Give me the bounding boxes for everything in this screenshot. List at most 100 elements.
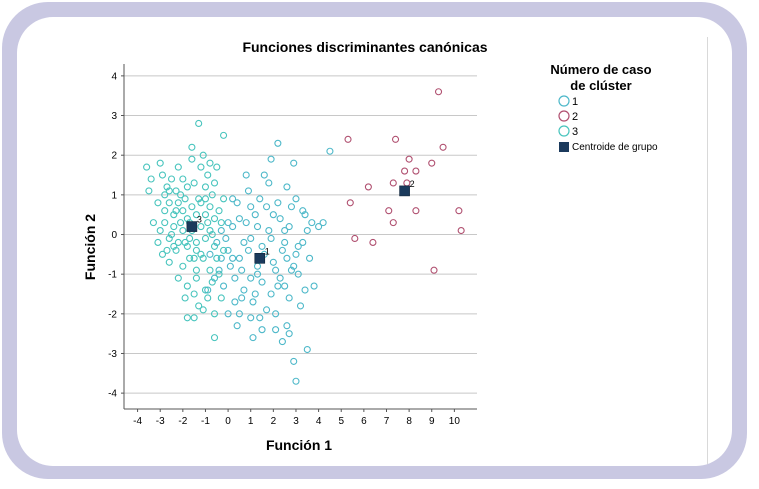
data-point [190, 290, 198, 298]
data-point [206, 227, 214, 235]
data-point [267, 234, 275, 243]
data-point [240, 238, 248, 246]
data-point [208, 230, 216, 239]
data-point [412, 207, 420, 215]
data-point [170, 223, 178, 231]
data-point [222, 234, 230, 243]
x-tick-label: -1 [201, 416, 210, 427]
data-point [213, 163, 221, 171]
x-tick-label: -2 [178, 416, 187, 427]
data-point [201, 234, 210, 243]
data-point [181, 238, 189, 246]
data-point [201, 211, 210, 219]
data-point [174, 163, 182, 171]
y-tick-label: -3 [108, 349, 117, 360]
data-point [190, 179, 198, 187]
series-1 [204, 139, 334, 385]
data-point [281, 282, 289, 290]
data-point [265, 227, 273, 235]
y-tick-label: 4 [111, 71, 117, 82]
legend-circle-icon [558, 110, 570, 122]
data-point [229, 254, 237, 262]
data-point [174, 199, 182, 207]
legend-label: 3 [572, 126, 578, 138]
data-point [165, 199, 173, 207]
data-point [256, 195, 264, 203]
data-point [258, 326, 266, 334]
data-point [179, 227, 187, 235]
data-point [231, 274, 239, 282]
data-point [192, 266, 200, 274]
data-point [235, 254, 243, 262]
data-point [231, 298, 239, 306]
data-point [186, 234, 194, 243]
data-point [278, 246, 286, 254]
data-point [215, 270, 223, 278]
legend-title-line-2: de clúster [570, 78, 631, 93]
y-tick-label: 0 [111, 230, 117, 241]
x-tick-label: 7 [384, 416, 390, 427]
data-point [147, 175, 155, 183]
x-tick-label: 4 [316, 416, 322, 427]
data-point [290, 262, 298, 270]
y-tick-label: 2 [111, 151, 117, 162]
data-point [197, 163, 205, 171]
legend-label: Centroide de grupo [572, 142, 658, 153]
data-point [192, 246, 200, 254]
legend-entry: 2 [558, 110, 578, 123]
data-point [208, 191, 216, 199]
data-point [163, 183, 171, 191]
data-point [190, 254, 198, 262]
data-point [319, 219, 327, 227]
data-point [401, 167, 409, 175]
data-point [179, 175, 187, 183]
data-point [260, 171, 268, 179]
data-point [457, 227, 465, 235]
data-point [412, 167, 420, 175]
data-point [247, 274, 255, 282]
data-point [210, 334, 219, 342]
divider-line [707, 37, 708, 466]
data-point [301, 286, 309, 294]
data-point [197, 250, 205, 258]
data-point [197, 223, 205, 231]
data-point [455, 207, 463, 215]
data-point [217, 219, 225, 227]
data-point [389, 179, 397, 187]
data-point [204, 219, 212, 227]
data-point [210, 179, 219, 187]
data-point [369, 238, 377, 246]
data-point [161, 207, 169, 215]
data-point [249, 298, 257, 306]
data-point [220, 246, 228, 254]
data-point [428, 159, 436, 167]
data-point [195, 195, 203, 203]
data-point [158, 250, 167, 258]
data-point [201, 183, 210, 191]
data-point [244, 187, 253, 195]
data-point [265, 179, 273, 187]
data-point [170, 211, 178, 219]
data-point [296, 302, 305, 310]
data-point [351, 234, 359, 243]
data-point [220, 282, 228, 290]
data-point [181, 195, 189, 203]
legend-entry: 3 [558, 125, 578, 138]
y-tick-label: -1 [108, 270, 117, 281]
data-point [217, 294, 225, 302]
data-point [258, 242, 266, 250]
data-point [199, 254, 207, 262]
data-point [172, 207, 180, 215]
data-point [258, 278, 266, 286]
data-point [217, 227, 225, 235]
legend-circle-icon [558, 125, 570, 137]
data-point [210, 310, 219, 318]
data-point [204, 286, 212, 294]
data-point [190, 314, 198, 322]
data-point [167, 175, 176, 183]
data-point [172, 187, 180, 195]
data-point [303, 345, 311, 354]
data-point [238, 266, 246, 274]
